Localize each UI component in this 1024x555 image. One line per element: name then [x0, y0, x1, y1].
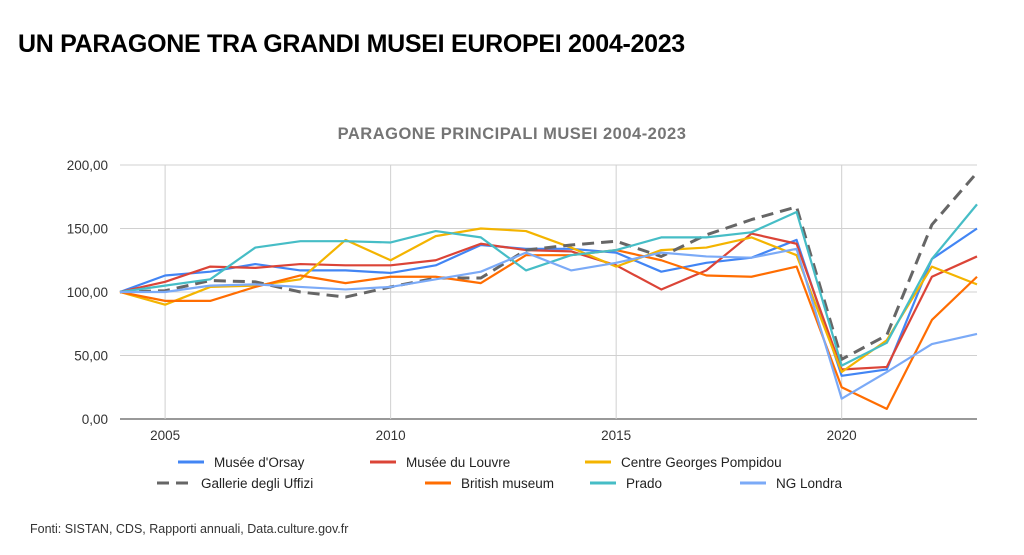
legend-item: Musée du Louvre	[370, 455, 510, 470]
x-tick-label: 2005	[150, 428, 180, 443]
series-line-ng-londra	[120, 247, 978, 400]
legend-item: Prado	[590, 476, 662, 491]
series-line-mus-e-du-louvre	[119, 232, 978, 371]
y-tick-label: 200,00	[67, 158, 108, 173]
legend-item: British museum	[425, 476, 554, 491]
legend-label: Centre Georges Pompidou	[621, 455, 782, 470]
series-line-gallerie-degli-uffizi	[119, 171, 979, 361]
legend-label: Musée du Louvre	[406, 455, 510, 470]
y-tick-label: 150,00	[67, 222, 108, 237]
source-note: Fonti: SISTAN, CDS, Rapporti annuali, Da…	[30, 522, 349, 536]
y-tick-label: 50,00	[74, 349, 108, 364]
legend-item: Musée d'Orsay	[178, 455, 305, 470]
x-tick-label: 2015	[601, 428, 631, 443]
legend-label: Prado	[626, 476, 662, 491]
page-title: UN PARAGONE TRA GRANDI MUSEI EUROPEI 200…	[18, 30, 685, 58]
series-line-prado	[119, 203, 978, 367]
series-line-british-museum	[119, 248, 978, 410]
y-tick-label: 100,00	[67, 285, 108, 300]
legend-item: Centre Georges Pompidou	[585, 455, 782, 470]
x-tick-label: 2010	[376, 428, 406, 443]
legend-item: Gallerie degli Uffizi	[157, 476, 313, 491]
legend-item: NG Londra	[740, 476, 843, 491]
x-tick-label: 2020	[827, 428, 857, 443]
y-tick-label: 0,00	[82, 412, 108, 427]
chart-title: PARAGONE PRINCIPALI MUSEI 2004-2023	[338, 125, 687, 143]
legend-label: Gallerie degli Uffizi	[201, 476, 313, 491]
legend-label: Musée d'Orsay	[214, 455, 305, 470]
legend-label: NG Londra	[776, 476, 843, 491]
legend-label: British museum	[461, 476, 554, 491]
